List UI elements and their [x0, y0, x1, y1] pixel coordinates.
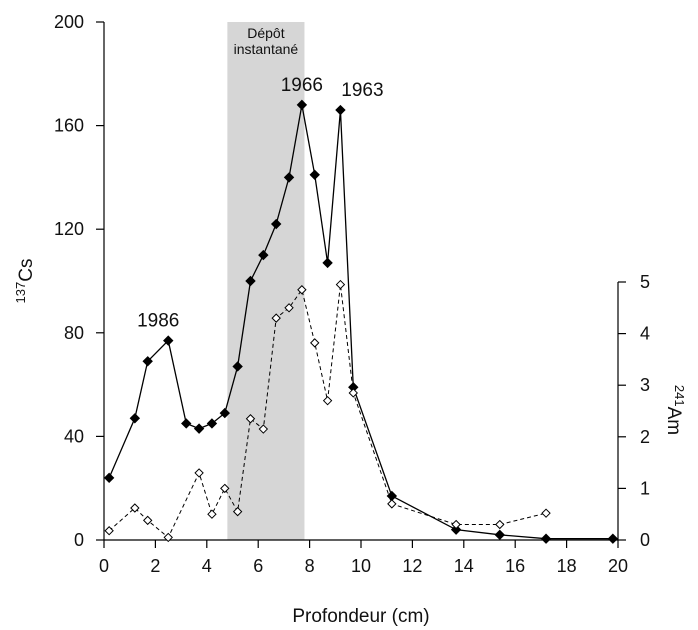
shaded-band-label: Dépôt: [247, 25, 284, 41]
data-point-am241: [335, 279, 346, 290]
y-right-tick-label: 3: [640, 375, 650, 395]
data-point-cs137: [450, 524, 462, 535]
y-axis-left-title-element: Cs: [16, 259, 37, 282]
data-point-am241: [297, 285, 307, 295]
data-point-cs137: [335, 104, 346, 116]
y-left-tick-label: 0: [74, 530, 84, 550]
data-point-cs137: [163, 335, 174, 346]
x-tick-label: 2: [150, 556, 160, 576]
data-point-am241: [130, 503, 140, 513]
y-axis-left-title: 137Cs: [13, 259, 37, 304]
data-point-am241: [284, 303, 294, 313]
data-point-am241: [258, 424, 269, 434]
data-point-am241: [310, 338, 320, 348]
data-point-cs137: [258, 249, 269, 261]
data-point-am241: [495, 519, 505, 530]
x-tick-label: 0: [99, 556, 109, 576]
shaded-band-label: instantané: [234, 41, 299, 57]
data-point-cs137: [142, 356, 153, 367]
data-point-am241: [348, 388, 358, 398]
data-point-cs137: [219, 407, 230, 419]
data-point-am241: [271, 313, 281, 323]
data-point-cs137: [245, 275, 256, 287]
y-right-tick-label: 1: [640, 478, 650, 498]
axes-layer: 0 2 4 6 8 10 12 14 16 18 2004080120160200012345Pro…: [13, 12, 687, 627]
y-left-tick-label: 200: [54, 12, 84, 32]
data-point-cs137: [494, 529, 505, 541]
year-annotation: 1963: [341, 80, 383, 101]
data-point-cs137: [270, 218, 282, 230]
data-point-am241: [322, 395, 333, 406]
data-point-cs137: [232, 361, 243, 372]
x-tick-label: 8: [305, 556, 315, 576]
x-tick-label: 18: [557, 556, 577, 576]
y-right-tick-label: 2: [640, 427, 650, 447]
data-point-am241: [163, 532, 173, 543]
x-tick-label: 12: [402, 556, 422, 576]
x-tick-label: 16: [505, 556, 525, 576]
y-right-tick-label: 5: [640, 272, 650, 292]
data-point-am241: [541, 508, 551, 518]
data-point-cs137: [386, 490, 398, 502]
data-point-am241: [387, 499, 397, 509]
x-tick-label: 20: [608, 556, 628, 576]
x-axis-title: Profondeur (cm): [292, 606, 429, 627]
y-axis-left-title-isotope: 137: [13, 282, 28, 304]
data-point-am241: [142, 515, 153, 526]
shaded-band: [227, 22, 305, 540]
series-line-cs137: [108, 104, 613, 540]
data-point-am241: [451, 519, 461, 530]
data-point-cs137: [193, 423, 205, 434]
y-left-tick-label: 40: [64, 426, 84, 446]
data-point-cs137: [309, 169, 320, 181]
data-point-am241: [232, 506, 243, 517]
y-axis-right-title-element: Am: [663, 407, 684, 436]
data-point-cs137: [129, 413, 141, 424]
data-point-am241: [220, 483, 230, 494]
data-point-cs137: [283, 172, 295, 183]
y-left-tick-label: 80: [64, 323, 84, 343]
x-tick-label: 14: [454, 556, 474, 576]
data-point-cs137: [540, 533, 552, 544]
y-right-tick-label: 4: [640, 324, 650, 344]
y-left-tick-label: 120: [54, 219, 84, 239]
data-point-am241: [194, 468, 204, 478]
data-point-cs137: [103, 472, 115, 484]
y-right-tick-label: 0: [640, 530, 650, 550]
x-tick-label: 4: [202, 556, 212, 576]
data-point-cs137: [181, 418, 192, 429]
data-point-cs137: [206, 418, 218, 429]
y-axis-right-title: 241Am: [663, 385, 687, 435]
data-point-cs137: [607, 533, 619, 544]
year-annotation: 1986: [137, 311, 179, 332]
label-layer: 1986 1966 1963: [137, 75, 383, 332]
year-annotation: 1966: [281, 75, 323, 96]
data-point-cs137: [322, 257, 333, 269]
x-tick-label: 10: [351, 556, 371, 576]
data-point-am241: [104, 526, 114, 536]
data-point-am241: [207, 509, 217, 519]
data-point-cs137: [296, 99, 308, 111]
series-layer: [103, 99, 619, 544]
y-left-tick-label: 160: [54, 116, 84, 136]
x-tick-label: 6: [253, 556, 263, 576]
data-point-am241: [245, 414, 256, 424]
y-axis-right-title-isotope: 241: [672, 385, 687, 407]
